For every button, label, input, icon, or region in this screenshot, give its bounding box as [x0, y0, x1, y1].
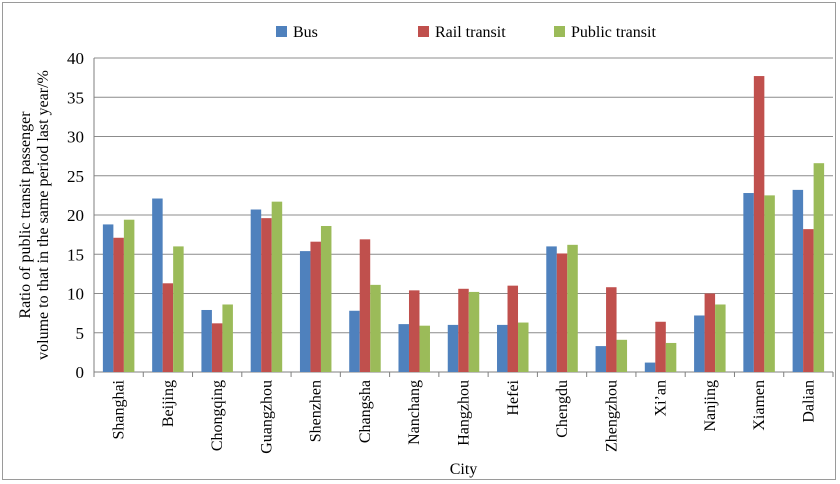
bar-rail-transit — [655, 321, 666, 372]
y-tick-label: 40 — [67, 49, 84, 68]
y-axis-label: Ratio of public transit passenger — [17, 111, 34, 319]
y-tick-label: 5 — [76, 324, 85, 343]
x-tick-label: Chongqing — [209, 380, 226, 451]
x-tick-label: Guangzhou — [258, 380, 275, 454]
bar-bus — [152, 198, 163, 372]
bar-bus — [299, 251, 311, 372]
bar-rail-transit — [803, 229, 814, 372]
bar-bus — [398, 324, 409, 372]
bar-public-transit — [813, 163, 825, 372]
bar-bus — [546, 246, 557, 372]
bar-rail-transit — [359, 239, 371, 372]
bar-public-transit — [419, 325, 430, 372]
legend-swatch — [418, 26, 429, 37]
x-tick-label: Hefei — [505, 379, 522, 415]
bar-public-transit — [518, 322, 529, 372]
legend-swatch — [554, 26, 565, 37]
bar-public-transit — [271, 201, 283, 372]
legend-label: Rail transit — [435, 24, 506, 41]
y-axis-label: volume to that in the same period last y… — [35, 70, 52, 360]
y-tick-label: 0 — [76, 363, 85, 382]
bar-rail-transit — [261, 218, 272, 372]
x-tick-label: Nanchang — [406, 380, 423, 445]
legend-label: Public transit — [571, 24, 656, 41]
bar-public-transit — [616, 339, 628, 372]
x-tick-label: Chengdu — [554, 380, 571, 438]
bar-rail-transit — [507, 285, 519, 372]
bar-public-transit — [222, 304, 233, 372]
x-axis-label: City — [450, 461, 478, 478]
bar-bus — [694, 315, 705, 372]
bar-rail-transit — [113, 237, 124, 372]
bar-public-transit — [468, 291, 480, 372]
x-tick-label: Dalian — [800, 380, 817, 423]
bar-rail-transit — [704, 293, 716, 372]
bar-bus — [792, 189, 804, 372]
y-tick-label: 35 — [67, 88, 84, 107]
bar-public-transit — [715, 304, 726, 372]
bar-bus — [201, 309, 212, 372]
y-tick-label: 15 — [67, 245, 84, 264]
bar-rail-transit — [556, 253, 568, 372]
x-tick-label: Shenzhen — [308, 380, 325, 442]
bar-public-transit — [764, 195, 775, 372]
bar-rail-transit — [162, 283, 174, 372]
bar-rail-transit — [408, 290, 420, 372]
legend-swatch — [276, 26, 287, 37]
x-tick-label: Xi’an — [653, 380, 670, 416]
y-tick-label: 25 — [67, 167, 84, 186]
y-tick-label: 30 — [67, 128, 84, 147]
bar-bus — [644, 362, 656, 372]
bar-rail-transit — [606, 287, 617, 372]
bar-bus — [349, 310, 360, 372]
bar-rail-transit — [753, 76, 765, 373]
legend-label: Bus — [293, 24, 318, 41]
bar-bus — [497, 324, 508, 372]
bar-bus — [250, 209, 262, 372]
x-tick-label: Shanghai — [111, 379, 128, 439]
bar-public-transit — [320, 225, 332, 372]
bar-bus — [743, 193, 754, 372]
bar-bus — [447, 324, 459, 372]
x-tick-label: Beijing — [160, 380, 177, 427]
bar-rail-transit — [458, 288, 469, 372]
x-tick-label: Zhengzhou — [603, 380, 620, 452]
x-tick-label: Xiamen — [751, 380, 768, 431]
bar-bus — [595, 346, 607, 372]
bar-public-transit — [123, 219, 135, 372]
y-tick-label: 10 — [67, 285, 84, 304]
bar-bus — [102, 224, 114, 372]
x-tick-label: Hangzhou — [456, 380, 473, 446]
bar-rail-transit — [211, 323, 223, 372]
y-tick-label: 20 — [67, 206, 84, 225]
bar-public-transit — [173, 246, 184, 372]
x-tick-label: Changsha — [357, 380, 374, 443]
bar-public-transit — [370, 284, 381, 372]
bar-rail-transit — [310, 241, 321, 372]
bar-public-transit — [567, 244, 578, 372]
bar-public-transit — [665, 342, 677, 372]
x-tick-label: Nanjing — [702, 380, 719, 432]
